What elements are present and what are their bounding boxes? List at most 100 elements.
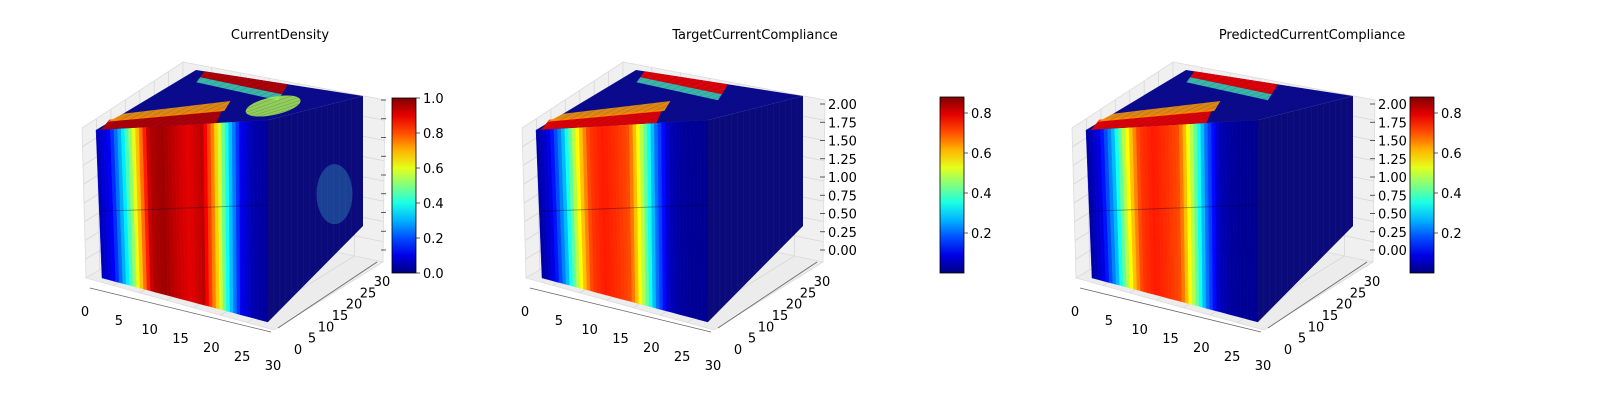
y-tick-label: 30: [814, 275, 831, 290]
voxel-grid-line: [1232, 91, 1329, 122]
y-tick-label: 10: [318, 320, 335, 335]
x-tick-label: 20: [643, 341, 660, 356]
z-tick-label: 1.00: [1378, 171, 1407, 186]
x-tick-label: 20: [203, 341, 220, 356]
voxel-grid-line: [690, 93, 787, 122]
z-tick-label: 0.25: [828, 226, 857, 241]
voxel-grid-line: [190, 84, 288, 125]
z-tick-label: 2.00: [1378, 98, 1407, 113]
z-tick-label: 1.50: [1378, 135, 1407, 150]
voxel-front-strip: [257, 120, 262, 321]
voxel-grid-line: [1094, 71, 1195, 130]
y-axis-line: [1267, 261, 1368, 329]
x-tick-label: 15: [612, 332, 629, 347]
voxel-grid-line: [1120, 75, 1220, 129]
voxel-layer-boundary: [539, 204, 709, 212]
voxel-grid-line: [181, 82, 280, 126]
z-tick-label: 1.75: [1378, 116, 1407, 131]
colorbar-tick-label: 0.2: [1441, 227, 1462, 242]
voxel-grid-line: [647, 86, 745, 124]
voxel-grid-line: [1223, 90, 1320, 123]
voxel-grid-line: [604, 80, 703, 127]
voxel-grid-line: [242, 91, 339, 122]
z-tick-label: 1.25: [1378, 153, 1407, 168]
y-tick-label: 20: [346, 298, 363, 313]
voxel-top-warm-band: [1097, 101, 1221, 122]
z-tick-label: 0.00: [828, 244, 857, 259]
chart-title: TargetCurrentCompliance: [671, 28, 838, 43]
colorbar-tick-label: 0.4: [971, 187, 992, 202]
x-tick-label: 5: [1105, 314, 1113, 329]
voxel-front-strip: [1243, 120, 1248, 320]
z-tick-label: 0.00: [1378, 244, 1407, 259]
voxel-front-strip: [1247, 120, 1252, 321]
y-tick-label: 25: [360, 286, 377, 301]
voxel-grid-line: [578, 76, 678, 128]
voxel-top-back-band: [1190, 71, 1278, 95]
voxel-grid-line: [639, 85, 737, 125]
colorbar-tick-label: 0.8: [1441, 107, 1462, 122]
voxel-grid-line: [1111, 73, 1212, 129]
voxel-top-warm-band: [547, 101, 671, 122]
x-tick-label: 15: [1162, 332, 1179, 347]
voxel-grid-line: [682, 91, 779, 122]
y-tick-label: 25: [1350, 286, 1367, 301]
colorbar-tick-label: 0.8: [971, 107, 992, 122]
y-tick-label: 15: [1322, 309, 1339, 324]
voxel-grid-line: [250, 93, 347, 122]
voxel-grid-line: [1146, 78, 1245, 127]
voxel-grid-line: [621, 82, 720, 126]
voxel-top-cool-band: [636, 77, 722, 101]
voxel-grid-line: [1206, 88, 1303, 124]
y-tick-label: 0: [294, 343, 302, 358]
voxel-grid-line: [233, 90, 330, 123]
voxel-grid-line: [121, 73, 222, 129]
colorbar-tick-label: 0.2: [971, 227, 992, 242]
y-tick-label: 20: [1336, 298, 1353, 313]
x-tick-label: 25: [234, 350, 251, 365]
x-tick-label: 30: [705, 359, 722, 374]
voxel-grid-line: [138, 76, 238, 128]
voxel-grid-line: [664, 89, 762, 123]
voxel-grid-line: [164, 80, 263, 127]
x-tick-label: 5: [555, 314, 563, 329]
voxel-grid-line: [1240, 93, 1337, 122]
voxel-grid-line: [1128, 76, 1228, 128]
z-tick-label: 0.75: [1378, 189, 1407, 204]
voxel-grid-line: [553, 72, 653, 130]
voxel-top-cool-band: [1186, 77, 1272, 101]
colorbar-tick-label: 1.0: [423, 92, 444, 107]
voxel-front-strip: [264, 119, 269, 323]
voxel-grid-line: [147, 77, 247, 128]
panel-predicted-current-compliance: PredictedCurrentCompliance 0510152025300…: [1071, 28, 1462, 374]
voxel-front-strip: [697, 120, 702, 321]
y-tick-label: 15: [332, 309, 349, 324]
voxel-grid-line: [1137, 77, 1237, 128]
x-tick-label: 5: [115, 314, 123, 329]
voxel-grid-line: [1154, 80, 1253, 127]
chart-title: CurrentDensity: [231, 28, 330, 43]
voxel-front-strip: [260, 119, 265, 322]
colorbar: [939, 96, 965, 274]
voxel-front-strip: [1250, 119, 1255, 322]
x-tick-label: 0: [521, 305, 529, 320]
voxel-top-back-band: [200, 71, 288, 95]
x-tick-label: 15: [172, 332, 189, 347]
voxel-grid-line: [1189, 85, 1287, 125]
z-tick-label: 1.75: [828, 116, 857, 131]
voxel-grid-line: [199, 85, 297, 125]
z-tick-label: 0.50: [828, 208, 857, 223]
colorbar-tick-label: 0.2: [423, 232, 444, 247]
voxel-grid-line: [1249, 94, 1345, 121]
y-axis-line: [717, 261, 818, 329]
voxel-top-hot-band: [541, 109, 663, 130]
colorbar-tick-label: 0.4: [423, 197, 444, 212]
voxel-grid-line: [224, 89, 322, 123]
colorbar-tick-label: 0.6: [1441, 147, 1462, 162]
z-tick-label: 1.25: [828, 153, 857, 168]
voxel-grid-line: [544, 71, 645, 130]
voxel-grid-line: [1103, 72, 1203, 130]
voxel-front-strip: [253, 120, 258, 320]
y-tick-label: 0: [1284, 343, 1292, 358]
